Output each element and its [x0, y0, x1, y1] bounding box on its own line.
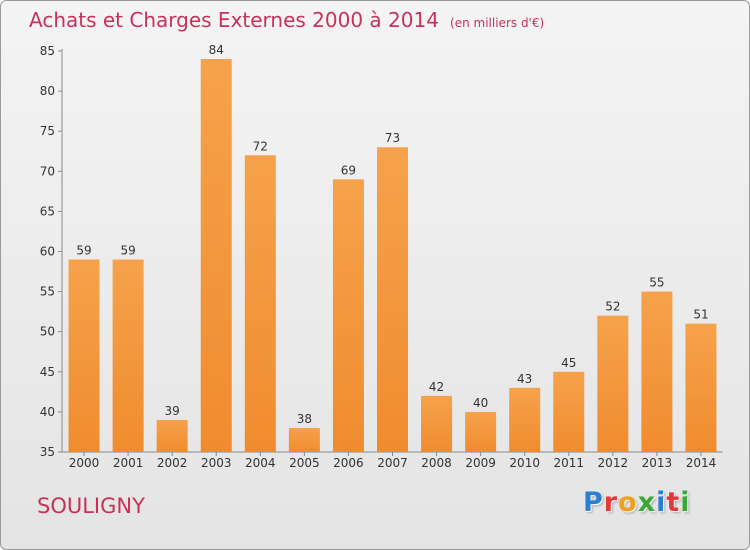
- bar-value-label: 39: [165, 404, 180, 418]
- x-tick-label: 2005: [289, 456, 320, 470]
- logo-letter: i: [656, 487, 667, 518]
- bar-value-label: 84: [209, 43, 224, 57]
- x-tick-label: 2001: [113, 456, 144, 470]
- bar: [377, 147, 408, 453]
- bar-value-label: 43: [517, 372, 532, 386]
- bar-value-label: 72: [253, 139, 268, 153]
- bar-value-label: 40: [473, 396, 488, 410]
- bar: [332, 179, 364, 452]
- bar: [685, 323, 717, 452]
- y-tick-label: 55: [40, 285, 55, 299]
- chart-title-row: Achats et Charges Externes 2000 à 2014 (…: [29, 8, 544, 32]
- bar-value-label: 45: [561, 356, 576, 370]
- y-tick-label: 50: [40, 325, 55, 339]
- y-tick-label: 60: [40, 245, 55, 259]
- y-tick-label: 45: [40, 365, 55, 379]
- bar: [200, 59, 232, 453]
- bar-value-label: 55: [649, 276, 664, 290]
- x-tick-label: 2011: [553, 456, 584, 470]
- x-tick-label: 2008: [421, 456, 452, 470]
- logo-letter: o: [618, 487, 638, 518]
- x-tick-label: 2012: [598, 456, 629, 470]
- x-tick-label: 2004: [245, 456, 276, 470]
- bar-value-label: 51: [693, 308, 708, 322]
- x-tick-label: 2003: [201, 456, 232, 470]
- bar: [244, 155, 276, 452]
- bar-value-label: 69: [341, 163, 356, 177]
- y-tick-label: 70: [40, 164, 55, 178]
- bar-value-label: 42: [429, 380, 444, 394]
- logo-letter: i: [680, 487, 691, 518]
- x-tick-label: 2009: [465, 456, 496, 470]
- y-tick-label: 75: [40, 124, 55, 138]
- y-tick-label: 35: [40, 445, 55, 459]
- chart-title: Achats et Charges Externes 2000 à 2014: [29, 8, 439, 32]
- bar-value-label: 52: [605, 300, 620, 314]
- logo-letter: x: [637, 487, 657, 518]
- x-tick-label: 2010: [509, 456, 540, 470]
- proxiti-logo: Proxiti: [583, 487, 691, 518]
- bar-value-label: 59: [76, 244, 91, 258]
- bar: [641, 291, 673, 452]
- x-tick-label: 2002: [157, 456, 188, 470]
- y-tick-label: 65: [40, 204, 55, 218]
- x-tick-label: 2014: [686, 456, 717, 470]
- bar: [509, 387, 541, 452]
- bar: [465, 411, 497, 452]
- x-tick-label: 2006: [333, 456, 364, 470]
- bar: [597, 315, 629, 452]
- logo-letter: t: [666, 487, 681, 518]
- bar: [68, 259, 100, 452]
- bar-value-label: 73: [385, 131, 400, 145]
- y-tick-label: 40: [40, 405, 55, 419]
- logo-letter: P: [583, 487, 604, 518]
- logo-letter: r: [603, 487, 619, 518]
- bar: [288, 427, 320, 452]
- bar-value-label: 38: [297, 412, 312, 426]
- commune-name: SOULIGNY: [37, 494, 145, 518]
- x-tick-label: 2007: [377, 456, 408, 470]
- x-tick-label: 2013: [642, 456, 673, 470]
- chart-subtitle: (en milliers d'€): [450, 16, 545, 30]
- y-tick-label: 85: [40, 44, 55, 58]
- bar-value-label: 59: [120, 244, 135, 258]
- y-tick-label: 80: [40, 84, 55, 98]
- x-tick-label: 2000: [69, 456, 100, 470]
- bar: [421, 395, 453, 452]
- bar: [112, 259, 144, 452]
- bar: [553, 371, 585, 452]
- bar: [156, 419, 188, 452]
